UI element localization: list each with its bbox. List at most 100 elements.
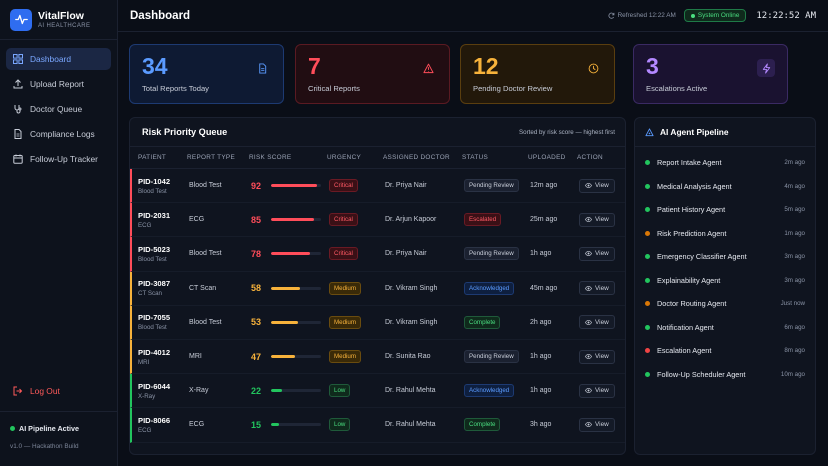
stat-label: Total Reports Today [142,84,209,93]
column-header[interactable]: URGENCY [327,154,362,161]
risk-score: 53 [251,317,262,328]
agent-item[interactable]: Follow-Up Scheduler Agent 10m ago [645,363,805,387]
pipeline-title: AI Agent Pipeline [660,127,729,137]
risk-bar-fill [271,320,298,324]
sidebar-item-follow-up-tracker[interactable]: Follow-Up Tracker [6,148,111,170]
table-row[interactable]: PID-8066 ECG ECG 15 Low Dr. Rahul Mehta Comple… [130,408,625,443]
table-row[interactable]: PID-5023 Blood Test Blood Test 78 Critical Dr… [130,237,625,272]
agent-item[interactable]: Emergency Classifier Agent 3m ago [645,245,805,269]
urgency-cell: Low [329,418,385,432]
table-row[interactable]: PID-7055 Blood Test Blood Test 53 Medium Dr. … [130,305,625,340]
agent-item[interactable]: Patient History Agent 5m ago [645,198,805,222]
view-button[interactable]: View [579,212,615,227]
calendar-icon [13,154,23,164]
agent-item[interactable]: Risk Prediction Agent 1m ago [645,222,805,246]
sidebar-item-doctor-queue[interactable]: Doctor Queue [6,98,111,120]
agent-last-run: 6m ago [784,323,805,331]
sidebar-item-compliance-logs[interactable]: Compliance Logs [6,123,111,145]
risk-score: 15 [251,419,262,430]
sidebar-item-upload-report[interactable]: Upload Report [6,73,111,95]
agent-item[interactable]: Explainability Agent 3m ago [645,269,805,293]
column-header[interactable]: RISK SCORE [249,154,292,161]
agent-status-dot-icon [645,207,650,213]
column-header: ACTION [577,154,603,161]
risk-score-cell: 15 [251,420,329,430]
eye-icon [585,251,592,257]
patient-id: PID-7055 [138,313,171,323]
stat-card-critical-reports[interactable]: 7 Critical Reports [295,44,450,104]
urgency-cell: Critical [329,213,385,227]
report-type: Blood Test [189,250,222,258]
report-type: ECG [189,216,205,224]
uploaded-time: 25m ago [530,216,558,224]
column-header[interactable]: STATUS [462,154,489,161]
risk-bar [271,218,321,222]
agent-item[interactable]: Notification Agent 6m ago [645,316,805,340]
stat-label: Pending Doctor Review [473,84,553,93]
warning-icon [419,59,437,77]
patient-cell: PID-5023 Blood Test [132,245,189,263]
brand-name: VitalFlow [38,9,84,22]
view-label: View [595,353,609,361]
uploaded-time: 3h ago [530,421,552,429]
upload-icon [13,79,23,89]
agent-item[interactable]: Doctor Routing Agent Just now [645,292,805,316]
agent-item[interactable]: Report Intake Agent 2m ago [645,151,805,175]
table-row[interactable]: PID-4012 MRI MRI 47 Medium Dr. Sunita Rao Pend… [130,339,625,375]
agent-name: Patient History Agent [657,205,726,215]
view-button[interactable]: View [579,315,615,330]
risk-score-cell: 92 [251,181,329,191]
agent-last-run: 1m ago [784,229,805,237]
agent-item[interactable]: Medical Analysis Agent 4m ago [645,175,805,199]
refresh-indicator[interactable]: Refreshed 12:22 AM [608,12,676,19]
table-row[interactable]: PID-1042 Blood Test Blood Test 92 Critical Dr… [130,169,625,204]
column-header[interactable]: ASSIGNED DOCTOR [383,154,450,161]
urgency-badge: Low [329,384,351,398]
view-button[interactable]: View [579,383,615,398]
risk-bar-fill [271,423,279,427]
view-button[interactable]: View [579,417,615,432]
table-row[interactable]: PID-3087 CT Scan CT Scan 58 Medium Dr. Vikram… [130,271,625,306]
agent-name: Notification Agent [657,322,714,332]
eye-icon [585,319,592,325]
view-button[interactable]: View [579,178,615,193]
patient-report-type: MRI [138,358,150,366]
agent-item[interactable]: Escalation Agent 8m ago [645,339,805,363]
column-header[interactable]: UPLOADED [528,154,566,161]
risk-score-cell: 85 [251,215,329,225]
column-header[interactable]: REPORT TYPE [187,154,236,161]
stat-card-total-reports[interactable]: 34 Total Reports Today [129,44,284,104]
view-button[interactable]: View [579,281,615,296]
agent-last-run: 10m ago [780,370,805,378]
patient-report-type: X-Ray [138,392,156,400]
agent-last-run: 5m ago [784,206,805,214]
clock: 12:22:52 AM [756,10,816,21]
logout-button[interactable]: Log Out [6,381,110,401]
risk-score: 85 [251,214,262,225]
status-badge: Pending Review [464,179,519,193]
risk-score: 78 [251,248,262,259]
risk-score-cell: 53 [251,317,329,327]
page-title: Dashboard [130,9,191,22]
stat-card-escalations[interactable]: 3 Escalations Active [633,44,788,104]
agent-name: Follow-Up Scheduler Agent [657,369,746,379]
column-header[interactable]: PATIENT [138,154,167,161]
agent-last-run: 3m ago [784,276,805,284]
table-row[interactable]: PID-6044 X-Ray X-Ray 22 Low Dr. Rahul Mehta Ac… [130,374,625,409]
eye-icon [585,285,592,291]
patient-id: PID-1042 [138,176,171,186]
view-button[interactable]: View [579,349,615,364]
status-badge: Complete [464,315,501,329]
sidebar: VitalFlow AI HEALTHCARE Dashboard Upload… [0,0,118,466]
view-button[interactable]: View [579,246,615,261]
agent-name: Medical Analysis Agent [657,181,732,191]
sidebar-item-dashboard[interactable]: Dashboard [6,48,111,70]
agent-status-dot-icon [645,277,650,283]
risk-bar [271,423,321,427]
agent-name: Explainability Agent [657,275,721,285]
risk-bar [271,286,321,290]
stat-card-pending-review[interactable]: 12 Pending Doctor Review [460,44,615,104]
status-cell: Complete [464,418,530,432]
brand[interactable]: VitalFlow AI HEALTHCARE [0,0,117,40]
table-row[interactable]: PID-2031 ECG ECG 85 Critical Dr. Arjun Kapoor… [130,203,625,238]
